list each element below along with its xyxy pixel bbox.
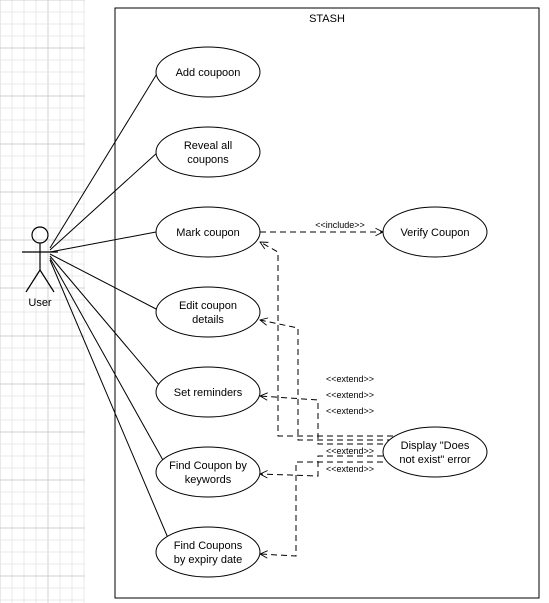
actor-leg [40, 270, 54, 292]
usecase-label: Edit coupon [179, 300, 237, 312]
usecase-label: Find Coupons [174, 540, 243, 552]
actor-label: User [28, 297, 52, 309]
actor-head [32, 227, 48, 243]
usecase-finddate: Find Coupons by expiry date [156, 527, 260, 577]
usecase-label: Display "Does [401, 440, 470, 452]
usecase-edit: Edit coupon details [156, 287, 260, 337]
usecase-label: Set reminders [174, 387, 243, 399]
usecase-verify: Verify Coupon [383, 207, 487, 257]
extend-label: <<extend>> [326, 390, 374, 400]
usecase-label: details [192, 314, 224, 326]
usecase-ellipse [156, 287, 260, 337]
include-label: <<include>> [315, 220, 365, 230]
extend-label: <<extend>> [326, 446, 374, 456]
usecase-label: keywords [185, 474, 232, 486]
usecase-ellipse [383, 427, 487, 477]
usecase-label: not exist" error [399, 454, 470, 466]
usecase-label: Find Coupon by [169, 460, 247, 472]
usecase-label: Reveal all [184, 140, 232, 152]
actor-leg [26, 270, 40, 292]
usecase-label: coupons [187, 154, 229, 166]
usecase-ellipse [156, 127, 260, 177]
usecase-label: Mark coupon [176, 227, 240, 239]
extend-label: <<extend>> [326, 464, 374, 474]
system-label: STASH [309, 13, 345, 25]
usecase-label: Add coupoon [176, 67, 241, 79]
usecase-label: by expiry date [174, 554, 242, 566]
usecase-ellipse [156, 447, 260, 497]
usecase-findkw: Find Coupon by keywords [156, 447, 260, 497]
usecase-mark: Mark coupon [156, 207, 260, 257]
actor-user: User [22, 227, 58, 309]
usecase-label: Verify Coupon [400, 227, 469, 239]
usecase-ellipse [156, 527, 260, 577]
usecase-reveal: Reveal all coupons [156, 127, 260, 177]
extend-label: <<extend>> [326, 374, 374, 384]
usecase-error: Display "Does not exist" error [383, 427, 487, 477]
usecase-reminders: Set reminders [156, 367, 260, 417]
usecase-add: Add coupoon [156, 47, 260, 97]
extend-label: <<extend>> [326, 406, 374, 416]
